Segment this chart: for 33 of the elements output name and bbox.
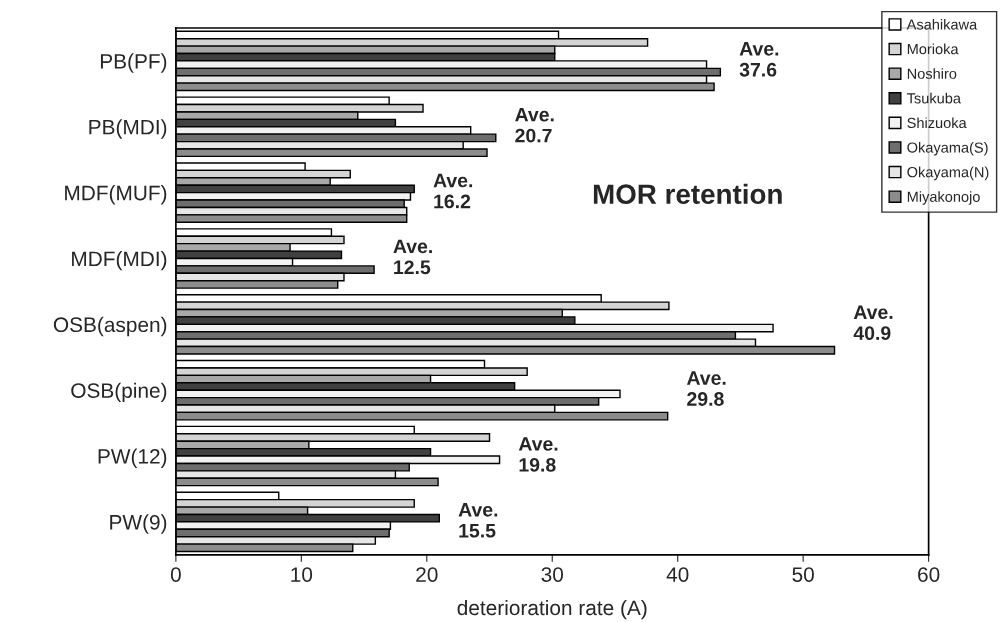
annotation: Ave. 37.6 [739,42,779,77]
x-axis-title: deterioration rate (A) [457,599,647,620]
x-tick-label: 20 [416,567,438,582]
legend-label: Okayama(S) [907,141,988,156]
legend-label: Miyakonojo [907,191,980,205]
x-tick-label: 50 [792,567,814,582]
x-tick-label: 60 [918,567,940,582]
y-tick-label: PB(MDI) [89,119,167,139]
annotation: Ave. 20.7 [515,107,554,143]
legend-label: Shizuoka [907,117,967,129]
annotation: MOR retention [593,183,782,205]
legend-label: Noshiro [907,68,957,79]
y-tick-label: PW(12) [98,448,167,468]
annotation: Ave. 19.8 [518,437,558,472]
annotation: Ave. 16.2 [433,173,473,209]
x-tick-label: 30 [541,567,564,582]
y-tick-label: MDF(MUF) [65,185,167,205]
legend-label: Morioka [907,43,959,55]
y-tick-label: OSB(pine) [71,382,167,403]
legend-label: Okayama(N) [907,166,989,181]
y-tick-label: MDF(MDI) [72,250,167,271]
y-tick-label: PB(PF) [100,53,167,73]
legend-label: Asahikawa [906,18,978,30]
y-tick-label: PW(9) [110,514,167,534]
x-tick-label: 0 [170,567,181,582]
annotation: Ave. 40.9 [853,305,893,341]
annotation: Ave. 15.5 [458,503,498,538]
x-tick-label: 10 [291,567,313,582]
annotation: Ave. 12.5 [393,239,432,275]
annotation: Ave. 29.8 [686,371,726,406]
legend-label: Tsukuba [906,92,961,104]
x-tick-label: 40 [666,567,689,582]
y-tick-label: OSB(aspen) [53,316,167,337]
